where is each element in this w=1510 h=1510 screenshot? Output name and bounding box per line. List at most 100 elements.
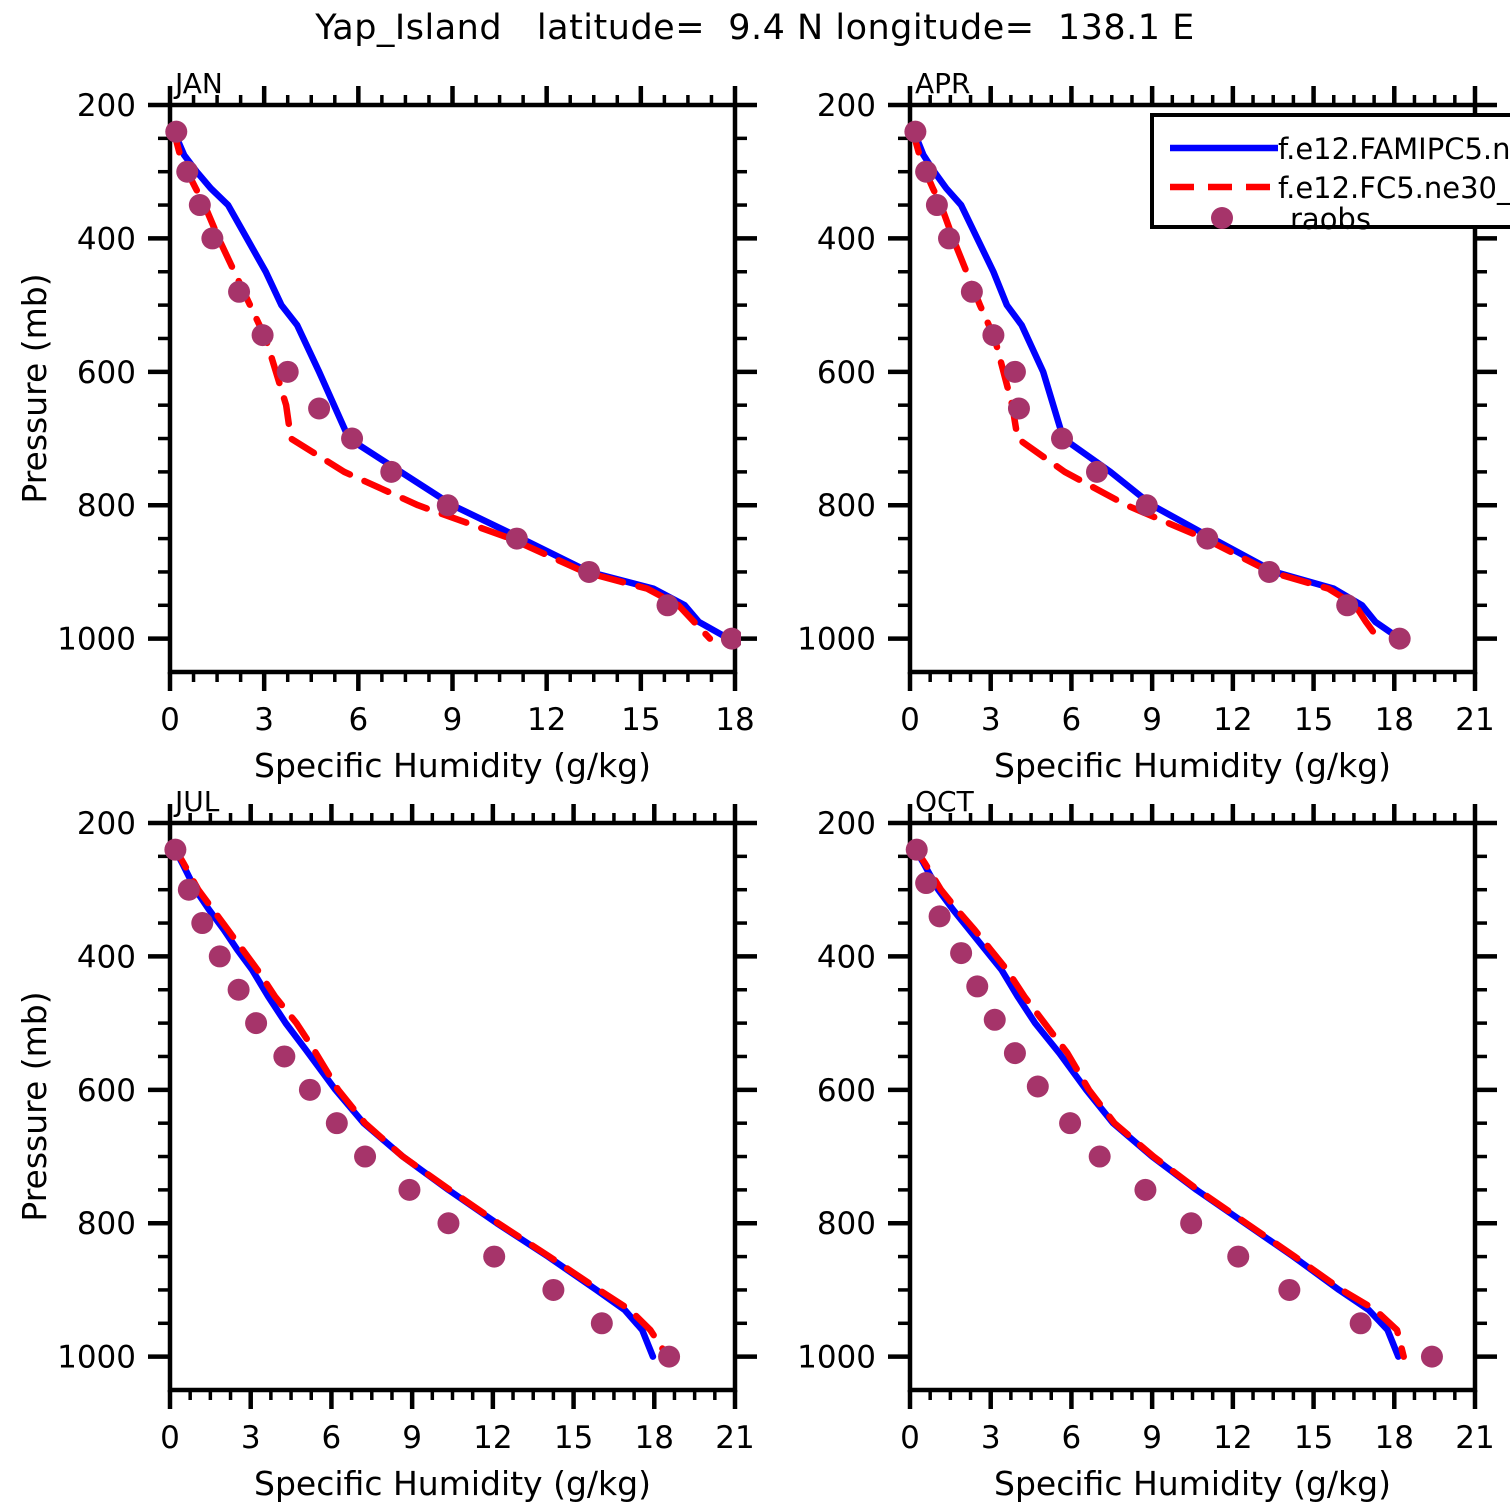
- y-tick-label: 400: [77, 221, 136, 257]
- panel-apr: 0 3 6 9 12 15 18 21 200 400 600 800 1000 APR Specific …: [740, 60, 1510, 785]
- raobs-marker: [227, 978, 250, 1001]
- raobs-marker: [208, 945, 231, 968]
- y-tick-label: 1000: [57, 622, 136, 658]
- y-axis-label: Pressure (mb): [15, 991, 54, 1221]
- raobs-marker: [176, 160, 199, 183]
- raobs-marker: [436, 494, 459, 517]
- raobs-marker: [1196, 527, 1219, 550]
- data-layer: [164, 838, 681, 1368]
- y-tick-label: 800: [817, 1206, 876, 1242]
- chart-oct: 0 3 6 9 12 15 18 21 200 400 600 800 1000 OCT Specific …: [797, 785, 1497, 1503]
- x-tick-label: 3: [981, 702, 1001, 738]
- raobs-marker: [904, 120, 927, 143]
- raobs-marker: [273, 1045, 296, 1068]
- figure-title: Yap_Island latitude= 9.4 N longitude= 13…: [315, 8, 1195, 48]
- chart-apr: 0 3 6 9 12 15 18 21 200 400 600 800 1000 APR Specific …: [797, 67, 1510, 785]
- x-tick-label: 0: [900, 702, 920, 738]
- x-tick-label: 15: [1294, 1420, 1333, 1456]
- x-tick-label: 15: [1294, 702, 1333, 738]
- x-axis-label: Specific Humidity (g/kg): [254, 1464, 651, 1503]
- raobs-marker: [925, 194, 948, 217]
- raobs-marker: [437, 1212, 460, 1235]
- x-tick-label: 9: [443, 702, 463, 738]
- raobs-marker: [276, 360, 299, 383]
- raobs-marker: [201, 227, 224, 250]
- raobs-marker: [905, 838, 928, 861]
- x-tick-label: 12: [473, 1420, 512, 1456]
- plot-frame: [907, 820, 1478, 1393]
- y-tick-label: 400: [817, 221, 876, 257]
- x-tick-label: 3: [254, 702, 274, 738]
- y-tick-label: 1000: [797, 622, 876, 658]
- y-tick-label: 200: [817, 806, 876, 842]
- raobs-marker: [1088, 1145, 1111, 1168]
- x-tick-label: 9: [1142, 702, 1162, 738]
- y-tick-label: 600: [77, 1073, 136, 1109]
- raobs-marker: [188, 194, 211, 217]
- x-tick-label: 9: [1142, 1420, 1162, 1456]
- panel-label: APR: [915, 67, 971, 100]
- x-tick-label: 12: [1213, 1420, 1252, 1456]
- legend-box: [1150, 113, 1510, 229]
- x-tick-label: 18: [635, 1420, 674, 1456]
- x-tick-label: 9: [402, 1420, 422, 1456]
- raobs-marker: [1420, 1345, 1443, 1368]
- x-axis-label: Specific Humidity (g/kg): [994, 1464, 1391, 1503]
- raobs-marker: [928, 905, 951, 928]
- x-tick-label: 21: [1455, 702, 1494, 738]
- raobs-marker: [398, 1178, 421, 1201]
- x-tick-label: 18: [715, 702, 754, 738]
- raobs-marker: [164, 838, 187, 861]
- plot-frame: [167, 820, 738, 1393]
- x-axis-label: Specific Humidity (g/kg): [254, 746, 651, 785]
- data-layer: [904, 120, 1411, 650]
- raobs-marker: [177, 878, 200, 901]
- raobs-marker: [505, 527, 528, 550]
- x-tick-label: 0: [900, 1420, 920, 1456]
- legend-swatch-dot: [1211, 207, 1233, 229]
- raobs-marker: [1227, 1245, 1250, 1268]
- raobs-marker: [1059, 1112, 1082, 1135]
- raobs-marker: [354, 1145, 377, 1168]
- raobs-marker: [720, 627, 741, 650]
- y-tick-label: 800: [77, 1206, 136, 1242]
- chart-jan: 0 3 6 9 12 15 18 200 400 600 800 1000 JAN Specific Hu…: [15, 67, 757, 785]
- x-tick-label: 15: [554, 1420, 593, 1456]
- raobs-marker: [308, 397, 331, 420]
- x-tick-label: 21: [1455, 1420, 1494, 1456]
- y-tick-label: 800: [77, 488, 136, 524]
- raobs-marker: [915, 160, 938, 183]
- series-line-red: [909, 841, 1407, 1360]
- panel-jan: 0 3 6 9 12 15 18 200 400 600 800 1000 JAN Specific Hu…: [0, 60, 770, 785]
- raobs-marker: [658, 1345, 681, 1368]
- legend-label: f.e12.FC5.ne30_g: [1278, 171, 1510, 205]
- x-tick-label: 21: [715, 1420, 754, 1456]
- y-tick-label: 600: [77, 355, 136, 391]
- x-tick-label: 6: [1062, 702, 1082, 738]
- raobs-marker: [960, 280, 983, 303]
- raobs-marker: [590, 1312, 613, 1335]
- chart-jul: 0 3 6 9 12 15 18 21 200 400 600 800 1000 JUL Specific …: [15, 785, 757, 1503]
- raobs-marker: [251, 324, 274, 347]
- raobs-marker: [298, 1078, 321, 1101]
- x-tick-label: 6: [1062, 1420, 1082, 1456]
- raobs-marker: [915, 872, 938, 895]
- y-tick-label: 400: [817, 939, 876, 975]
- raobs-marker: [165, 120, 188, 143]
- y-tick-label: 800: [817, 488, 876, 524]
- raobs-marker: [982, 324, 1005, 347]
- legend-label: f.e12.FAMIPC5.ne3: [1278, 132, 1510, 166]
- raobs-marker: [1135, 494, 1158, 517]
- x-tick-label: 3: [981, 1420, 1001, 1456]
- raobs-marker: [1278, 1278, 1301, 1301]
- y-tick-label: 200: [77, 88, 136, 124]
- raobs-marker: [1085, 460, 1108, 483]
- panel-label: JUL: [173, 785, 220, 818]
- raobs-marker: [245, 1012, 268, 1035]
- x-tick-label: 6: [348, 702, 368, 738]
- x-axis-label: Specific Humidity (g/kg): [994, 746, 1391, 785]
- raobs-marker: [983, 1008, 1006, 1031]
- y-tick-label: 200: [77, 806, 136, 842]
- y-tick-label: 1000: [797, 1340, 876, 1376]
- raobs-marker: [1026, 1075, 1049, 1098]
